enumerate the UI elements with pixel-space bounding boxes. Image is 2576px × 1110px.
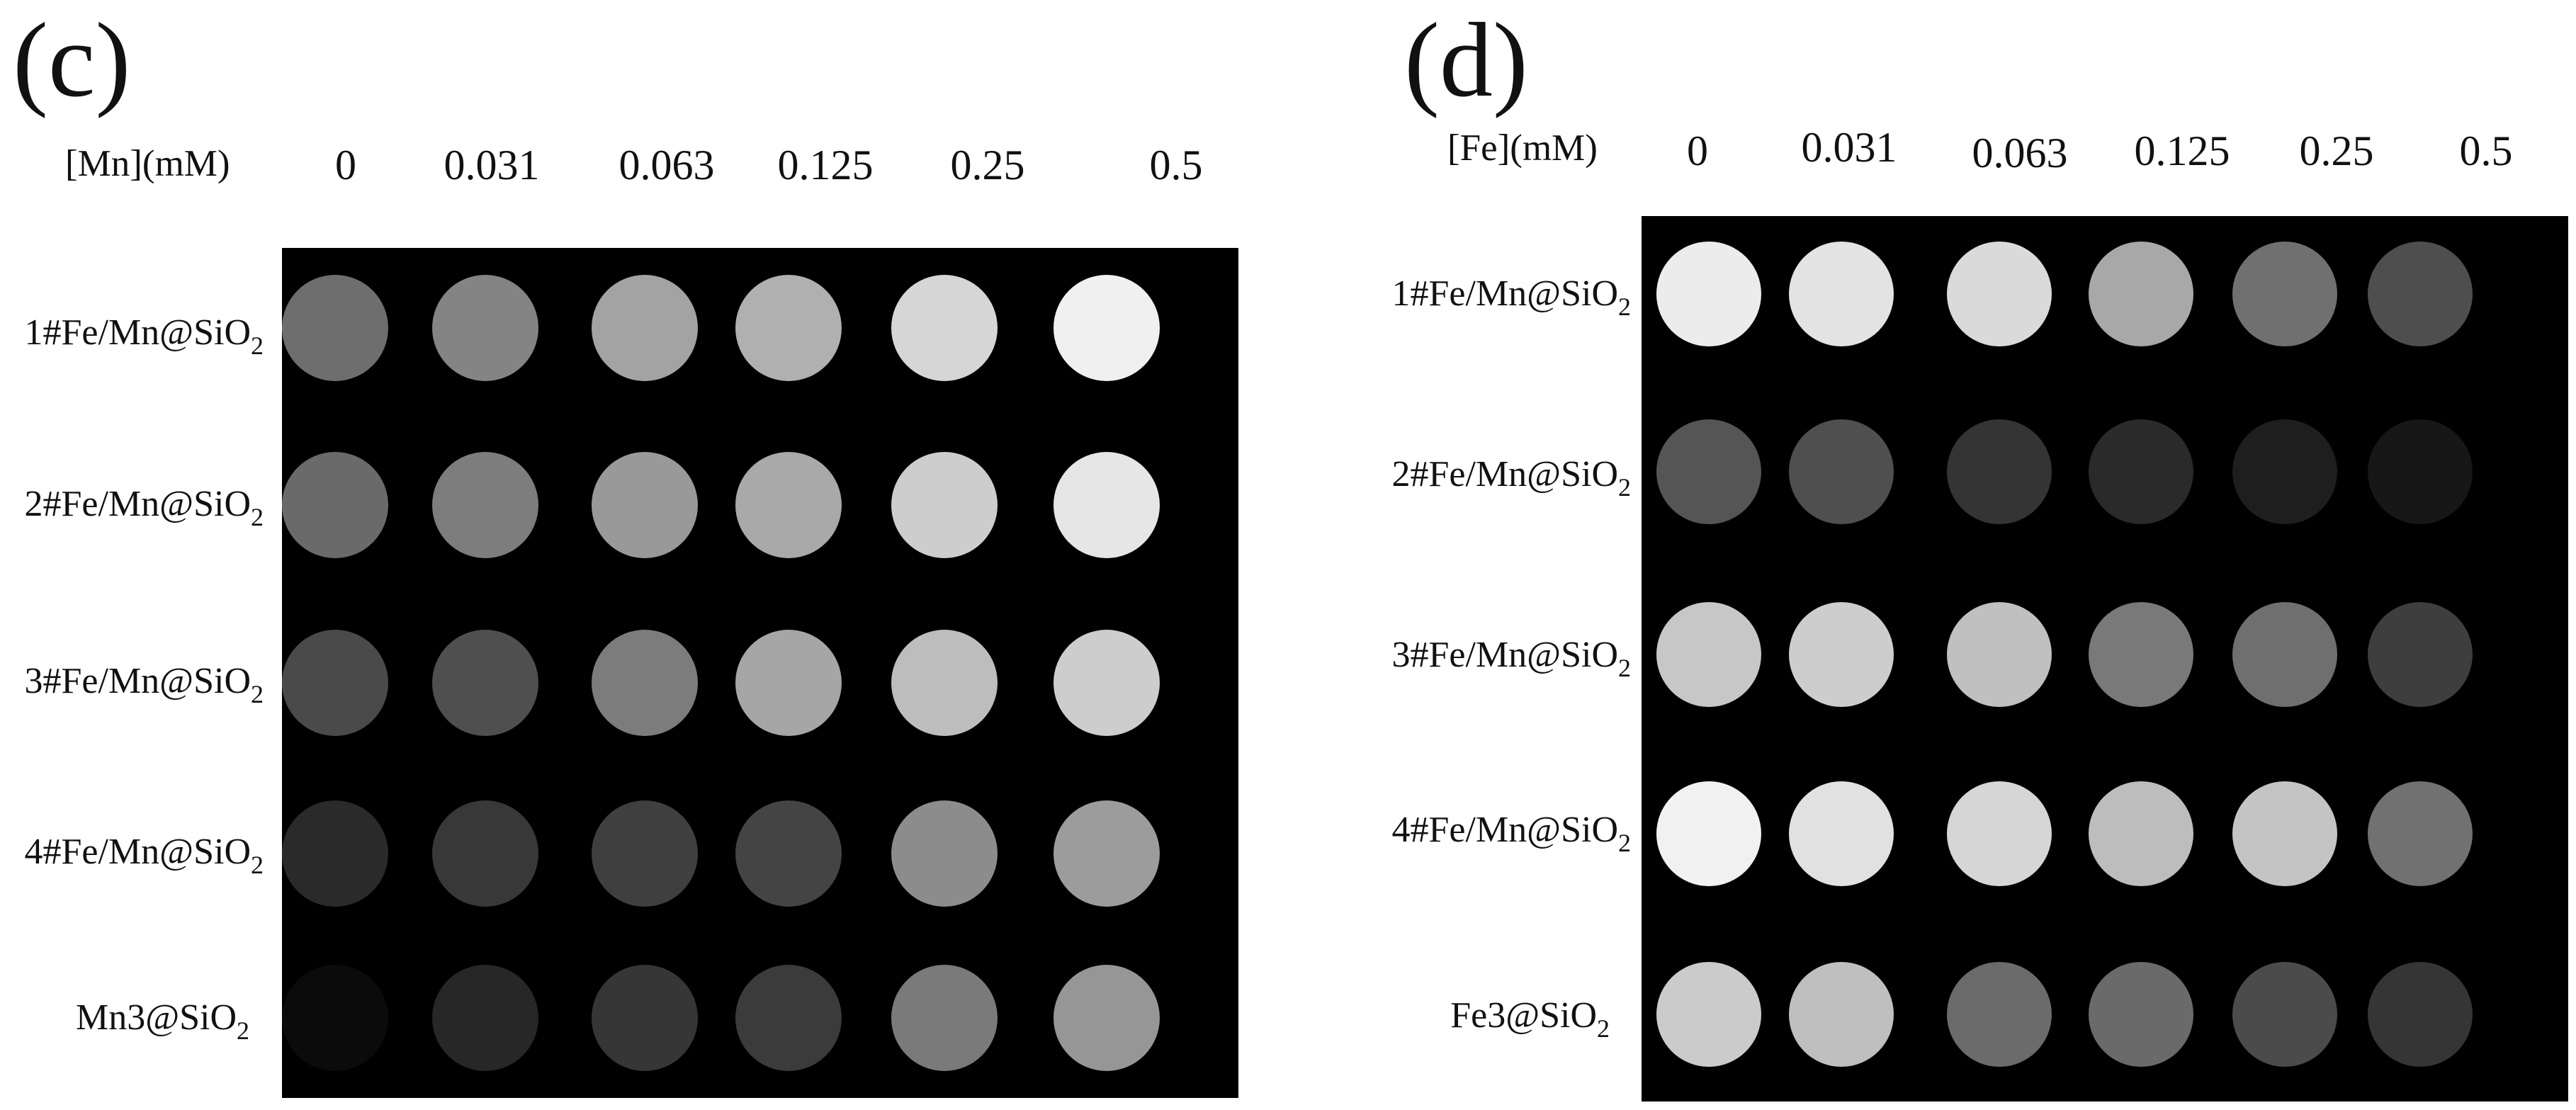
sample-well (1656, 419, 1761, 524)
sample-well (1656, 242, 1761, 346)
column-value: 0.5 (2459, 128, 2513, 174)
row-label: 4#Fe/Mn@SiO2 (24, 832, 264, 879)
sample-well (1053, 275, 1160, 381)
sample-well (2089, 602, 2193, 707)
sample-well (891, 452, 998, 558)
sample-well (735, 452, 842, 558)
sample-well (2232, 781, 2337, 886)
sample-well (1053, 452, 1160, 558)
sample-well (1947, 242, 2052, 346)
sample-well (1656, 962, 1761, 1067)
column-value: 0.063 (1972, 130, 2068, 176)
panel-letter-c: (c) (13, 1, 131, 119)
column-value: 0.5 (1149, 142, 1203, 188)
column-value: 0.25 (2299, 128, 2374, 174)
column-value: 0.031 (444, 142, 540, 188)
sample-well (432, 452, 538, 558)
row-label: Fe3@SiO2 (1450, 995, 1610, 1043)
sample-well (2089, 962, 2193, 1067)
column-value: 0 (335, 142, 356, 188)
column-value: 0.125 (777, 142, 874, 188)
sample-well (432, 275, 538, 381)
sample-well (592, 275, 698, 381)
sample-well (891, 800, 998, 907)
sample-well (1053, 965, 1160, 1071)
row-label: Mn3@SiO2 (75, 997, 249, 1045)
row-label: 2#Fe/Mn@SiO2 (1391, 454, 1632, 502)
sample-well (735, 800, 842, 907)
sample-well (592, 965, 698, 1071)
sample-well (592, 452, 698, 558)
sample-well (1656, 781, 1761, 886)
row-label: 2#Fe/Mn@SiO2 (24, 484, 264, 531)
concentration-label-mn: [Mn](mM) (65, 143, 230, 184)
sample-well (282, 800, 388, 907)
sample-well (2089, 781, 2193, 886)
sample-well (891, 630, 998, 736)
sample-well (2232, 419, 2337, 524)
sample-well (282, 275, 388, 381)
concentration-label-fe: [Fe](mM) (1447, 128, 1598, 169)
column-value: 0.25 (950, 142, 1025, 188)
sample-well (282, 965, 388, 1071)
row-label: 1#Fe/Mn@SiO2 (1391, 273, 1632, 321)
sample-well (432, 630, 538, 736)
column-value: 0.125 (2134, 128, 2230, 174)
sample-well (1789, 419, 1894, 524)
sample-well (735, 965, 842, 1071)
sample-well (2232, 242, 2337, 346)
mri-phantom-image-c (282, 248, 1238, 1098)
sample-well (1947, 962, 2052, 1067)
row-label: 3#Fe/Mn@SiO2 (1391, 635, 1632, 682)
sample-well (1789, 242, 1894, 346)
sample-well (282, 630, 388, 736)
sample-well (2368, 781, 2473, 886)
sample-well (2089, 419, 2193, 524)
sample-well (735, 630, 842, 736)
panel-letter-d: (d) (1404, 1, 1528, 119)
sample-well (2232, 602, 2337, 707)
sample-well (282, 452, 388, 558)
sample-well (592, 630, 698, 736)
sample-well (2368, 602, 2473, 707)
sample-well (2232, 962, 2337, 1067)
sample-well (1789, 962, 1894, 1067)
sample-well (2368, 242, 2473, 346)
sample-well (592, 800, 698, 907)
sample-well (2368, 419, 2473, 524)
row-label: 4#Fe/Mn@SiO2 (1391, 810, 1632, 857)
sample-well (1789, 602, 1894, 707)
sample-well (2089, 242, 2193, 346)
sample-well (432, 965, 538, 1071)
sample-well (1789, 781, 1894, 886)
sample-well (1053, 800, 1160, 907)
sample-well (432, 800, 538, 907)
sample-well (891, 275, 998, 381)
row-label: 1#Fe/Mn@SiO2 (24, 312, 264, 360)
sample-well (1656, 602, 1761, 707)
column-value: 0.031 (1801, 124, 1897, 171)
mri-phantom-image-d (1642, 216, 2568, 1101)
column-value: 0 (1687, 128, 1708, 174)
sample-well (2368, 962, 2473, 1067)
sample-well (1053, 630, 1160, 736)
sample-well (1947, 419, 2052, 524)
sample-well (1947, 602, 2052, 707)
sample-well (891, 965, 998, 1071)
row-label: 3#Fe/Mn@SiO2 (24, 661, 264, 708)
column-value: 0.063 (618, 142, 715, 188)
sample-well (735, 275, 842, 381)
sample-well (1947, 781, 2052, 886)
